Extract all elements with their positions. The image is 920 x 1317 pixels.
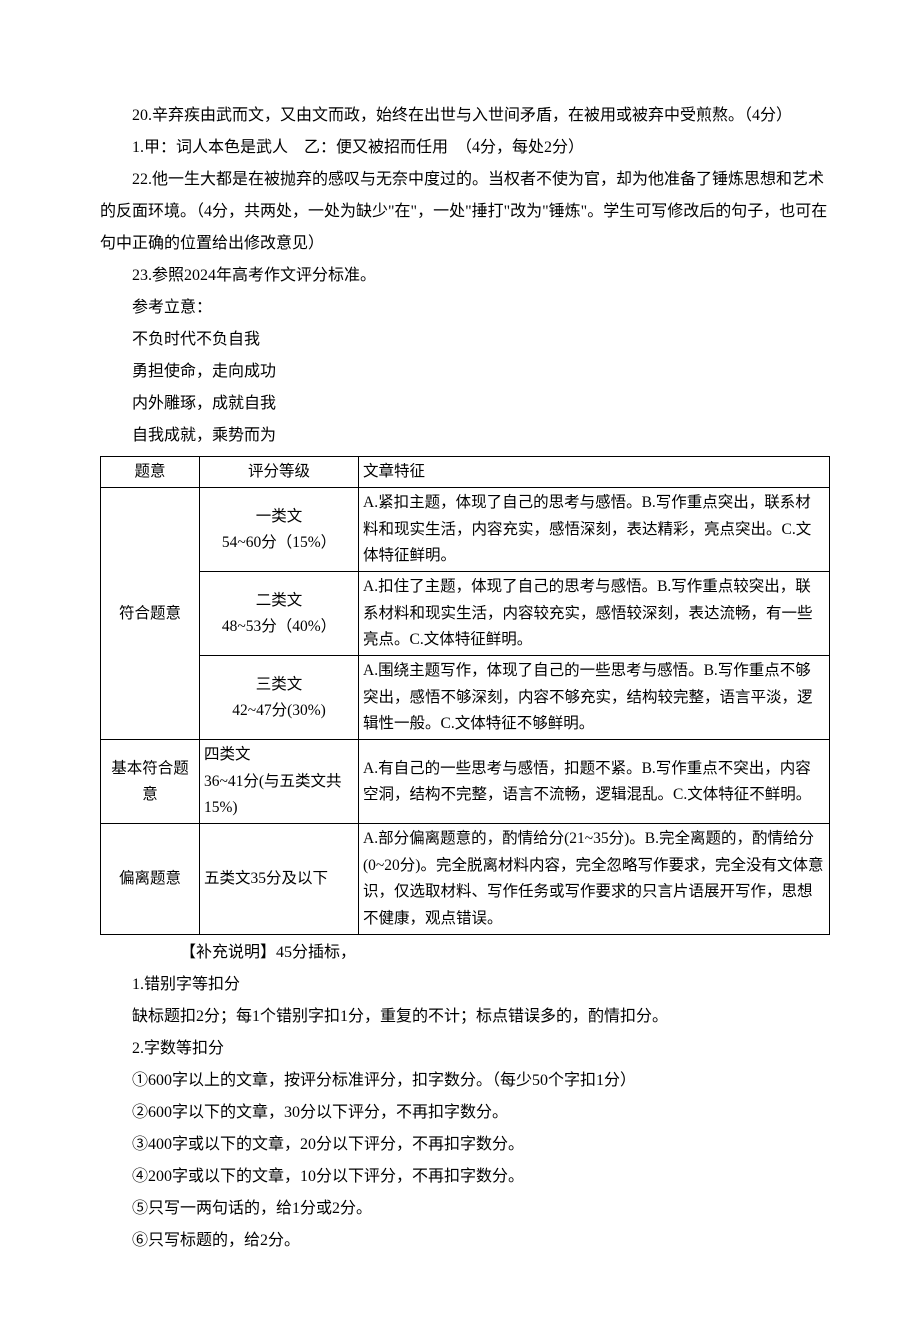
paragraph: 不负时代不负自我 <box>100 324 830 356</box>
header-grade: 评分等级 <box>200 457 359 488</box>
paragraph: 内外雕琢，成就自我 <box>100 388 830 420</box>
table-row: 偏离题意 五类文35分及以下 A.部分偏离题意的，酌情给分(21~35分)。B.… <box>101 824 830 934</box>
cell-grade: 三类文42~47分(30%) <box>200 656 359 740</box>
paragraph: ⑥只写标题的，给2分。 <box>100 1225 830 1257</box>
paragraph: 1.甲：词人本色是武人 乙：便又被招而任用 （4分，每处2分） <box>100 132 830 164</box>
paragraph: ①600字以上的文章，按评分标准评分，扣字数分。（每少50个字扣1分） <box>100 1065 830 1097</box>
paragraph: ⑤只写一两句话的，给1分或2分。 <box>100 1193 830 1225</box>
cell-grade: 五类文35分及以下 <box>200 824 359 934</box>
cell-topic: 基本符合题意 <box>101 740 200 824</box>
header-feature: 文章特征 <box>359 457 830 488</box>
cell-feature: A.围绕主题写作，体现了自己的一些思考与感悟。B.写作重点不够突出，感悟不够深刻… <box>359 656 830 740</box>
paragraph: 23.参照2024年高考作文评分标准。 <box>100 260 830 292</box>
paragraph: 2.字数等扣分 <box>100 1033 830 1065</box>
paragraph: 20.辛弃疾由武而文，又由文而政，始终在出世与入世间矛盾，在被用或被弃中受煎熬。… <box>100 100 830 132</box>
table-row: 二类文48~53分（40%） A.扣住了主题，体现了自己的思考与感悟。B.写作重… <box>101 572 830 656</box>
cell-feature: A.扣住了主题，体现了自己的思考与感悟。B.写作重点较突出，联系材料和现实生活，… <box>359 572 830 656</box>
paragraph: ④200字或以下的文章，10分以下评分，不再扣字数分。 <box>100 1161 830 1193</box>
cell-topic: 偏离题意 <box>101 824 200 934</box>
paragraph: 自我成就，乘势而为 <box>100 420 830 452</box>
paragraph: ③400字或以下的文章，20分以下评分，不再扣字数分。 <box>100 1129 830 1161</box>
cell-grade: 二类文48~53分（40%） <box>200 572 359 656</box>
cell-topic: 符合题意 <box>101 488 200 740</box>
header-topic: 题意 <box>101 457 200 488</box>
paragraph: 参考立意： <box>100 292 830 324</box>
paragraph: ②600字以下的文章，30分以下评分，不再扣字数分。 <box>100 1097 830 1129</box>
scoring-table: 题意 评分等级 文章特征 符合题意 一类文54~60分（15%） A.紧扣主题，… <box>100 456 830 935</box>
cell-feature: A.有自己的一些思考与感悟，扣题不紧。B.写作重点不突出，内容空洞，结构不完整，… <box>359 740 830 824</box>
table-header-row: 题意 评分等级 文章特征 <box>101 457 830 488</box>
cell-grade: 四类文36~41分(与五类文共15%) <box>200 740 359 824</box>
cell-feature: A.部分偏离题意的，酌情给分(21~35分)。B.完全离题的，酌情给分(0~20… <box>359 824 830 934</box>
paragraph: 1.错别字等扣分 <box>100 969 830 1001</box>
paragraph: 22.他一生大都是在被抛弃的感叹与无奈中度过的。当权者不使为官，却为他准备了锤炼… <box>100 164 830 260</box>
cell-feature: A.紧扣主题，体现了自己的思考与感悟。B.写作重点突出，联系材料和现实生活，内容… <box>359 488 830 572</box>
table-row: 符合题意 一类文54~60分（15%） A.紧扣主题，体现了自己的思考与感悟。B… <box>101 488 830 572</box>
paragraph: 缺标题扣2分；每1个错别字扣1分，重复的不计；标点错误多的，酌情扣分。 <box>100 1001 830 1033</box>
document-page: 20.辛弃疾由武而文，又由文而政，始终在出世与入世间矛盾，在被用或被弃中受煎熬。… <box>0 0 920 1317</box>
paragraph: 【补充说明】45分插标， <box>100 937 830 969</box>
post-table-section: 【补充说明】45分插标， 1.错别字等扣分 缺标题扣2分；每1个错别字扣1分，重… <box>100 937 830 1257</box>
cell-grade: 一类文54~60分（15%） <box>200 488 359 572</box>
table-row: 基本符合题意 四类文36~41分(与五类文共15%) A.有自己的一些思考与感悟… <box>101 740 830 824</box>
table-row: 三类文42~47分(30%) A.围绕主题写作，体现了自己的一些思考与感悟。B.… <box>101 656 830 740</box>
paragraph: 勇担使命，走向成功 <box>100 356 830 388</box>
